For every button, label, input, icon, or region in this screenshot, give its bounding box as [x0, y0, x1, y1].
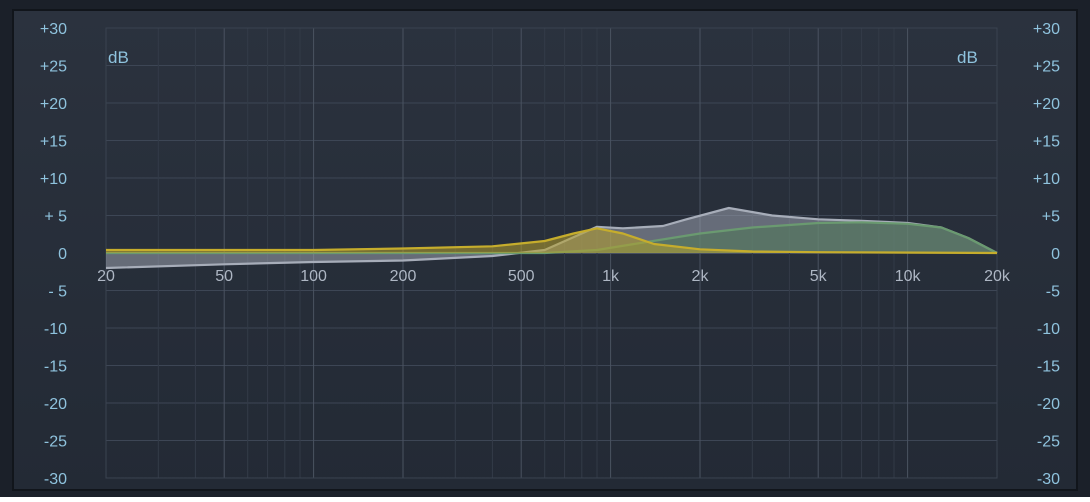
y-tick-label-left: +15	[40, 134, 67, 151]
eq-curves	[105, 206, 998, 270]
x-tick-label: 100	[300, 268, 327, 285]
x-tick-label: 500	[508, 268, 535, 285]
x-tick-label: 20	[97, 268, 115, 285]
y-tick-label-left: -20	[44, 396, 67, 413]
y-tick-label-left: +30	[40, 21, 67, 38]
y-tick-label-right: +25	[1033, 59, 1060, 76]
eq-curve-line	[106, 227, 998, 255]
x-tick-label: 2k	[692, 268, 710, 285]
x-tick-label: 5k	[810, 268, 828, 285]
y-tick-label-left: +20	[40, 96, 67, 113]
y-tick-label-right: -5	[1046, 284, 1060, 301]
y-tick-label-right: +15	[1033, 134, 1060, 151]
y-tick-label-right: -30	[1037, 471, 1060, 488]
db-unit-left: dB	[108, 48, 129, 67]
y-tick-label-right: -15	[1037, 359, 1060, 376]
y-tick-label-left: -10	[44, 321, 67, 338]
y-tick-label-left: - 5	[48, 284, 67, 301]
db-axis-left: +30 +25 +20 +15 +10 + 5 0 - 5 -10 -15 -20 -25 -30	[40, 21, 67, 488]
y-tick-label-right: +5	[1042, 209, 1060, 226]
db-unit-right: dB	[957, 48, 978, 67]
y-tick-label-left: -30	[44, 471, 67, 488]
y-tick-label-right: -20	[1037, 396, 1060, 413]
frequency-labels: 20 50 100 200 500 1k 2k 5k 10k 20k	[97, 268, 1011, 285]
y-tick-label-right: 0	[1051, 246, 1060, 263]
y-tick-label-right: +30	[1033, 21, 1060, 38]
x-tick-label: 20k	[984, 268, 1011, 285]
y-tick-label-right: +20	[1033, 96, 1060, 113]
y-tick-label-left: +25	[40, 59, 67, 76]
y-tick-label-left: +10	[40, 171, 67, 188]
y-tick-label-left: 0	[58, 246, 67, 263]
eq-curve-area	[106, 228, 997, 253]
y-tick-label-left: + 5	[44, 209, 67, 226]
y-tick-label-right: -10	[1037, 321, 1060, 338]
y-tick-label-left: -25	[44, 434, 67, 451]
x-tick-label: 1k	[602, 268, 620, 285]
x-tick-label: 10k	[895, 268, 922, 285]
eq-curve-area	[106, 222, 997, 253]
y-tick-label-right: +10	[1033, 171, 1060, 188]
y-tick-label-right: -25	[1037, 434, 1060, 451]
db-axis-right: +30 +25 +20 +15 +10 +5 0 -5 -10 -15 -20 -25 -30	[1033, 21, 1060, 488]
x-tick-label: 200	[390, 268, 417, 285]
x-tick-label: 50	[215, 268, 233, 285]
y-tick-label-left: -15	[44, 359, 67, 376]
